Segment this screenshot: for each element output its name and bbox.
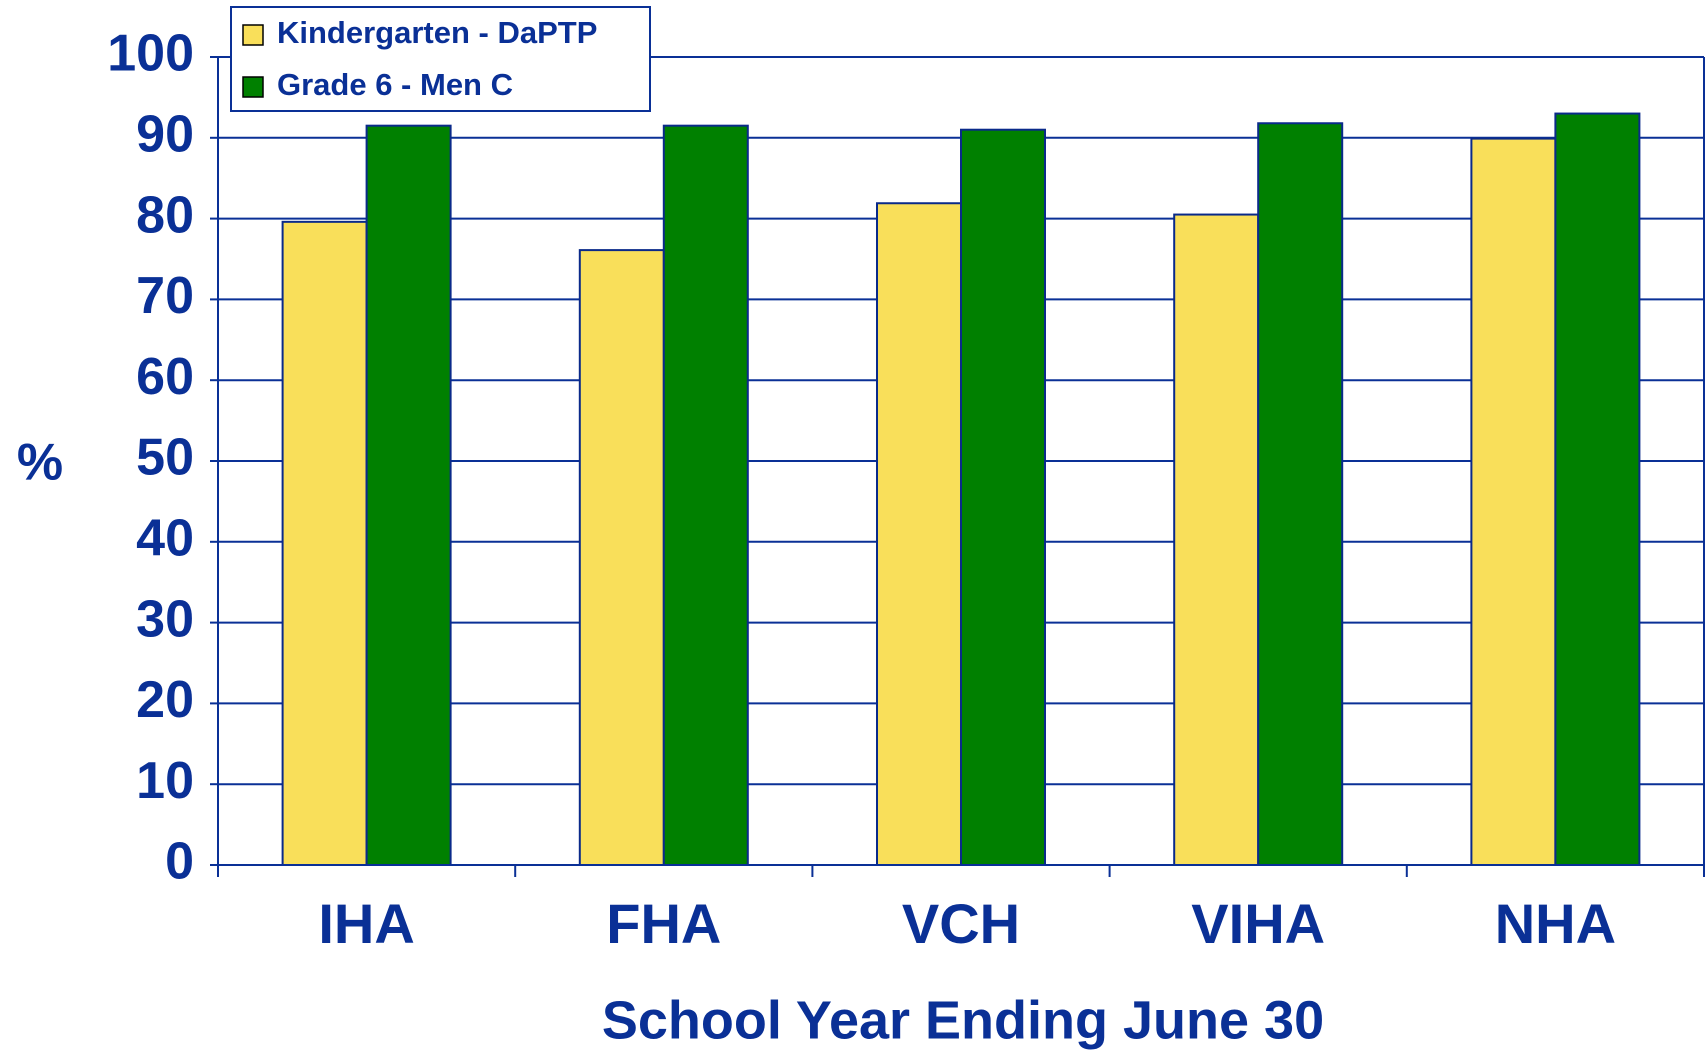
- y-tick-label: 60: [136, 348, 194, 406]
- legend-box: [230, 6, 651, 112]
- x-tick-label: NHA: [1495, 892, 1616, 955]
- legend-label: Kindergarten - DaPTP: [277, 15, 597, 50]
- legend-label: Grade 6 - Men C: [277, 67, 513, 102]
- bar: [876, 202, 962, 867]
- y-tick-label: 10: [136, 752, 194, 810]
- y-tick-label: 80: [136, 186, 194, 244]
- bar: [281, 220, 368, 867]
- legend-swatch: [242, 24, 264, 46]
- x-tick-label: VCH: [902, 892, 1020, 955]
- y-tick-label: 90: [136, 106, 194, 164]
- y-tick-label: 50: [136, 429, 194, 487]
- y-tick-label: 40: [136, 510, 194, 568]
- x-tick-label: VIHA: [1191, 892, 1325, 955]
- bar: [960, 128, 1046, 867]
- bar: [1257, 122, 1344, 867]
- bar: [1173, 213, 1260, 866]
- x-tick-label: IHA: [318, 892, 414, 955]
- bar: [1470, 137, 1557, 867]
- y-tick-label: 30: [136, 590, 194, 648]
- y-tick-label: 20: [136, 671, 194, 729]
- bar: [662, 124, 749, 867]
- y-tick-label: 100: [107, 25, 194, 83]
- y-tick-label: 0: [165, 833, 194, 891]
- legend-swatch: [242, 76, 264, 98]
- bar: [1554, 112, 1641, 866]
- x-axis-label: School Year Ending June 30: [602, 990, 1324, 1050]
- x-tick-label: FHA: [606, 892, 721, 955]
- y-tick-label: 70: [136, 267, 194, 325]
- bar: [578, 249, 665, 866]
- bar: [365, 124, 452, 867]
- y-axis-label: %: [17, 434, 63, 492]
